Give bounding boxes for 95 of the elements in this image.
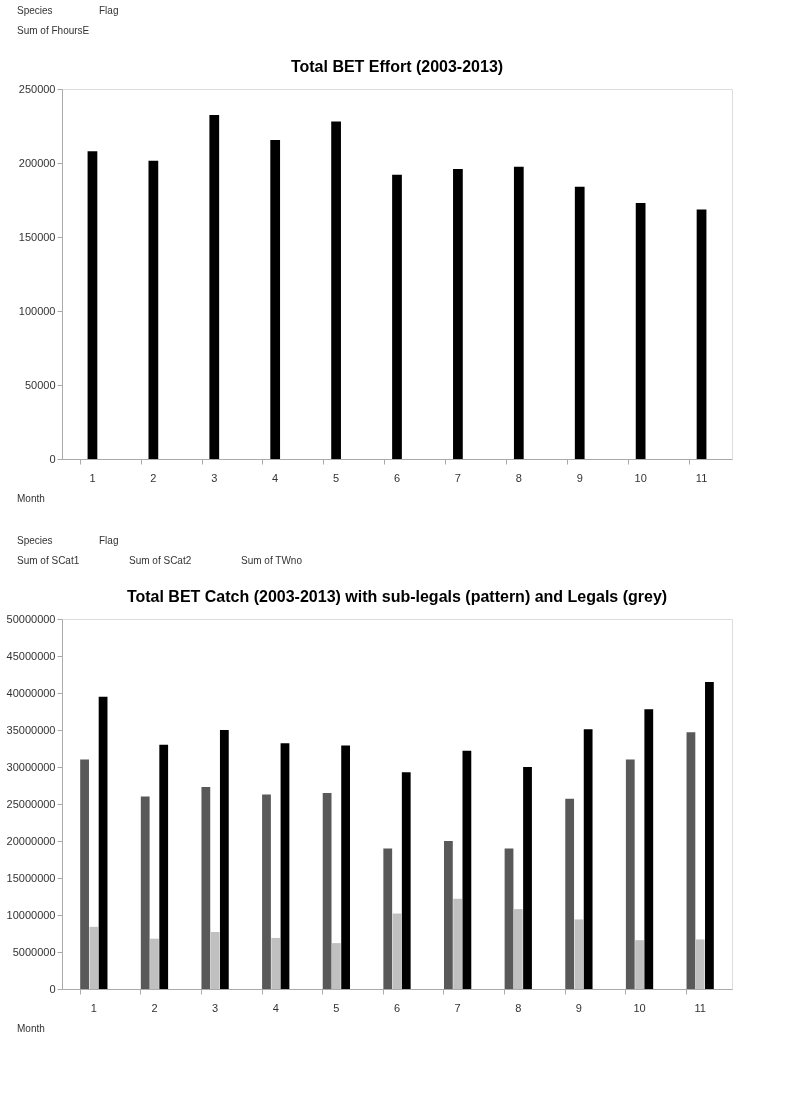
y-tick-label: 50000 — [24, 378, 56, 391]
y-tick-label: 0 — [49, 982, 56, 995]
bar — [644, 709, 654, 989]
y-tick-label: 5000000 — [12, 945, 56, 958]
bar — [98, 696, 108, 989]
y-tick-label: 25000000 — [6, 797, 56, 810]
bar — [210, 932, 220, 989]
x-tick-label: 2 — [150, 471, 157, 484]
bar — [270, 140, 281, 459]
y-tick-label: 45000000 — [6, 649, 56, 662]
bar — [504, 848, 514, 989]
bar — [87, 151, 98, 459]
bar — [322, 792, 332, 989]
bar — [523, 767, 532, 989]
bar — [148, 160, 159, 459]
bar — [209, 114, 220, 459]
text: Month — [17, 493, 45, 504]
text: Species — [17, 5, 53, 16]
bar — [392, 913, 402, 989]
y-tick-label: 35000000 — [6, 723, 56, 736]
text: Flag — [99, 535, 119, 546]
bar — [635, 940, 644, 989]
bar — [513, 166, 524, 459]
bar — [695, 939, 705, 989]
bar — [341, 745, 351, 989]
y-tick-label: 50000000 — [6, 612, 56, 625]
y-tick-label: 150000 — [18, 230, 56, 243]
y-tick-label: 100000 — [18, 304, 56, 317]
bar — [262, 794, 271, 989]
bar — [462, 750, 472, 989]
x-tick-label: 11 — [695, 471, 708, 484]
bar — [513, 909, 523, 989]
y-tick-label: 15000000 — [6, 871, 56, 884]
text: Sum of FhoursE — [17, 25, 90, 36]
x-tick-label: 7 — [454, 471, 461, 484]
bar — [635, 202, 646, 459]
x-tick-label: 3 — [212, 1001, 219, 1014]
chart-title: Total BET Catch (2003-2013) with sub-legals (pattern) and Legals (grey) — [126, 588, 668, 605]
y-tick-label: 0 — [49, 452, 56, 465]
bar — [401, 772, 411, 989]
y-tick-label: 10000000 — [6, 908, 56, 921]
bar — [150, 938, 159, 989]
text: Flag — [99, 5, 119, 16]
bar — [453, 168, 463, 459]
y-tick-label: 30000000 — [6, 760, 56, 773]
text: Species — [17, 535, 53, 546]
text: Sum of SCat1 — [17, 555, 80, 566]
bar — [219, 730, 229, 989]
bar — [453, 898, 463, 989]
y-tick-label: 20000000 — [6, 834, 56, 847]
x-tick-label: 2 — [151, 1001, 158, 1014]
x-tick-label: 3 — [211, 471, 218, 484]
bar — [159, 744, 169, 989]
bar — [383, 848, 393, 989]
text: Month — [17, 1023, 45, 1034]
bar — [89, 926, 99, 989]
x-tick-label: 8 — [515, 471, 522, 484]
x-tick-label: 4 — [272, 1001, 279, 1014]
bar — [280, 743, 290, 989]
bar — [696, 209, 707, 459]
x-tick-label: 7 — [454, 1001, 461, 1014]
bar — [80, 759, 89, 989]
x-tick-label: 8 — [515, 1001, 522, 1014]
x-tick-label: 1 — [90, 1001, 97, 1014]
bar — [331, 121, 341, 459]
x-tick-label: 5 — [333, 1001, 340, 1014]
bar — [392, 174, 402, 459]
y-tick-label: 200000 — [18, 156, 56, 169]
x-tick-label: 11 — [694, 1001, 706, 1014]
bar — [583, 729, 593, 989]
bar — [201, 786, 211, 989]
x-tick-label: 5 — [333, 471, 340, 484]
x-tick-label: 9 — [576, 471, 583, 484]
bar — [140, 796, 150, 989]
x-tick-label: 6 — [393, 1001, 401, 1014]
x-tick-label: 10 — [633, 1001, 646, 1014]
bar — [574, 186, 585, 459]
bar — [686, 732, 696, 989]
bar — [574, 919, 584, 989]
x-tick-label: 4 — [272, 471, 279, 484]
bar — [331, 943, 341, 989]
x-tick-label: 6 — [393, 471, 401, 484]
chart-title: Total BET Effort (2003-2013) — [290, 58, 504, 75]
bar — [565, 798, 575, 989]
y-tick-label: 40000000 — [6, 686, 56, 699]
y-tick-label: 250000 — [18, 82, 56, 95]
x-tick-label: 9 — [575, 1001, 582, 1014]
bar — [443, 841, 453, 989]
x-tick-label: 1 — [89, 471, 96, 484]
text: Sum of SCat2 — [129, 555, 192, 566]
bar — [705, 681, 714, 989]
x-tick-label: 10 — [634, 471, 647, 484]
bar — [625, 759, 635, 989]
bar — [271, 937, 281, 989]
text: Sum of TWno — [241, 555, 303, 566]
